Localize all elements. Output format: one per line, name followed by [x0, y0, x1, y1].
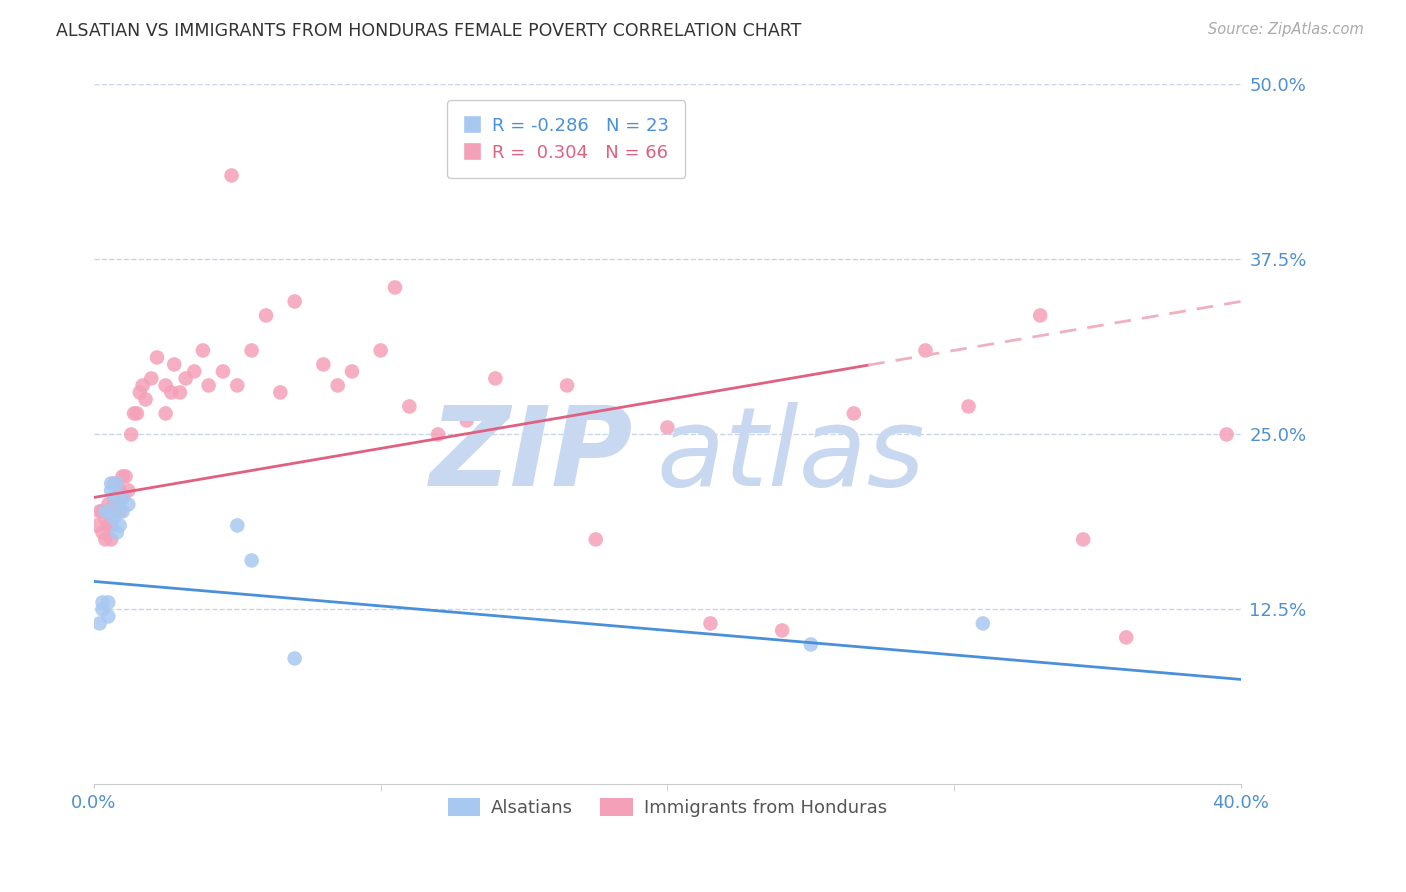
Point [105, 476, 128, 491]
Point [326, 378, 349, 392]
Point [105, 504, 128, 518]
Point [103, 491, 125, 505]
Point [169, 385, 191, 400]
Point [89, 616, 111, 631]
Text: ALSATIAN VS IMMIGRANTS FROM HONDURAS FEMALE POVERTY CORRELATION CHART: ALSATIAN VS IMMIGRANTS FROM HONDURAS FEM… [56, 22, 801, 40]
Point [174, 371, 197, 385]
Text: ZIP: ZIP [429, 402, 633, 509]
Point [312, 358, 335, 372]
Point [128, 385, 150, 400]
Point [269, 385, 291, 400]
Point [100, 533, 122, 547]
Point [120, 427, 142, 442]
Point [284, 651, 307, 665]
Point [94, 504, 117, 518]
Point [91, 602, 114, 616]
Point [1029, 309, 1052, 323]
Point [125, 406, 148, 420]
Point [800, 637, 823, 651]
Point [370, 343, 392, 358]
Point [191, 343, 214, 358]
Point [146, 351, 169, 365]
Point [340, 364, 363, 378]
Point [240, 343, 263, 358]
Point [240, 553, 263, 567]
Point [100, 504, 122, 518]
Point [91, 525, 114, 540]
Point [103, 498, 125, 512]
Point [221, 169, 243, 183]
Legend: Alsatians, Immigrants from Honduras: Alsatians, Immigrants from Honduras [440, 790, 894, 824]
Point [135, 392, 157, 407]
Point [108, 518, 131, 533]
Point [131, 378, 153, 392]
Point [105, 476, 128, 491]
Point [657, 420, 679, 434]
Point [108, 498, 131, 512]
Point [456, 413, 478, 427]
Point [160, 385, 183, 400]
Point [484, 371, 506, 385]
Point [1071, 533, 1094, 547]
Point [105, 525, 128, 540]
Point [94, 511, 117, 525]
Point [97, 518, 120, 533]
Point [585, 533, 607, 547]
Point [226, 518, 249, 533]
Point [427, 427, 450, 442]
Point [398, 400, 420, 414]
Point [972, 616, 994, 631]
Point [1115, 631, 1137, 645]
Text: atlas: atlas [657, 402, 925, 509]
Point [155, 378, 177, 392]
Point [163, 358, 186, 372]
Point [86, 518, 108, 533]
Point [111, 504, 134, 518]
Point [155, 406, 177, 420]
Point [254, 309, 277, 323]
Point [91, 504, 114, 518]
Point [117, 483, 139, 498]
Point [770, 624, 793, 638]
Point [1215, 427, 1237, 442]
Point [111, 491, 134, 505]
Point [284, 294, 307, 309]
Point [103, 476, 125, 491]
Text: Source: ZipAtlas.com: Source: ZipAtlas.com [1208, 22, 1364, 37]
Point [384, 280, 406, 294]
Point [114, 469, 136, 483]
Point [555, 378, 578, 392]
Point [842, 406, 865, 420]
Point [100, 483, 122, 498]
Point [122, 406, 145, 420]
Point [117, 498, 139, 512]
Point [226, 378, 249, 392]
Point [183, 364, 205, 378]
Point [212, 364, 235, 378]
Point [111, 491, 134, 505]
Point [197, 378, 219, 392]
Point [100, 476, 122, 491]
Point [108, 483, 131, 498]
Point [111, 469, 134, 483]
Point [91, 595, 114, 609]
Point [914, 343, 936, 358]
Point [100, 518, 122, 533]
Point [97, 595, 120, 609]
Point [141, 371, 163, 385]
Point [97, 609, 120, 624]
Point [957, 400, 980, 414]
Point [94, 533, 117, 547]
Point [103, 511, 125, 525]
Point [699, 616, 721, 631]
Point [97, 498, 120, 512]
Point [89, 504, 111, 518]
Point [108, 504, 131, 518]
Point [527, 406, 550, 420]
